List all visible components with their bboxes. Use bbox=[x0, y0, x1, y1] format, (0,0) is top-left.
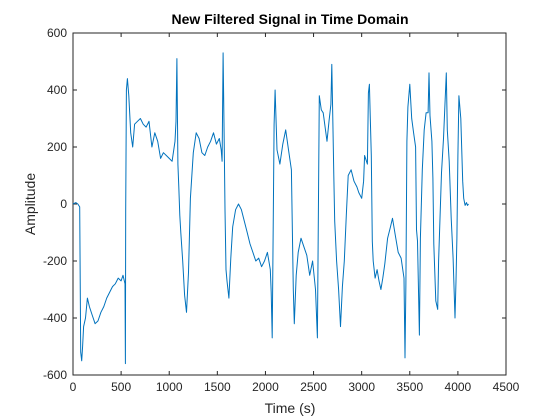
x-tick-label: 1500 bbox=[204, 380, 231, 394]
plot-area: 0 500 1000 1500 2000 2500 3000 3500 4000 4500 -60… bbox=[43, 26, 520, 394]
chart-title: New Filtered Signal in Time Domain bbox=[171, 11, 408, 27]
x-axis-label: Time (s) bbox=[265, 400, 316, 416]
y-tick-label: 0 bbox=[60, 197, 67, 211]
x-tick-label: 0 bbox=[70, 380, 77, 394]
y-axis-ticks: -600 -400 -200 0 200 400 600 bbox=[43, 26, 506, 382]
y-tick-label: -600 bbox=[43, 368, 67, 382]
signal-series-line bbox=[72, 52, 469, 365]
x-tick-label: 2000 bbox=[252, 380, 279, 394]
y-axis-label: Amplitude bbox=[22, 173, 38, 235]
y-tick-label: 600 bbox=[47, 26, 67, 40]
x-axis-ticks: 0 500 1000 1500 2000 2500 3000 3500 4000 4500 bbox=[70, 33, 520, 394]
x-tick-label: 3500 bbox=[396, 380, 423, 394]
y-tick-label: -400 bbox=[43, 311, 67, 325]
x-tick-label: 4500 bbox=[493, 380, 520, 394]
x-tick-label: 1000 bbox=[156, 380, 183, 394]
y-tick-label: 400 bbox=[47, 83, 67, 97]
x-tick-label: 4000 bbox=[445, 380, 472, 394]
y-tick-label: -200 bbox=[43, 254, 67, 268]
y-tick-label: 200 bbox=[47, 140, 67, 154]
x-tick-label: 3000 bbox=[348, 380, 375, 394]
x-tick-label: 2500 bbox=[300, 380, 327, 394]
x-tick-label: 500 bbox=[111, 380, 131, 394]
